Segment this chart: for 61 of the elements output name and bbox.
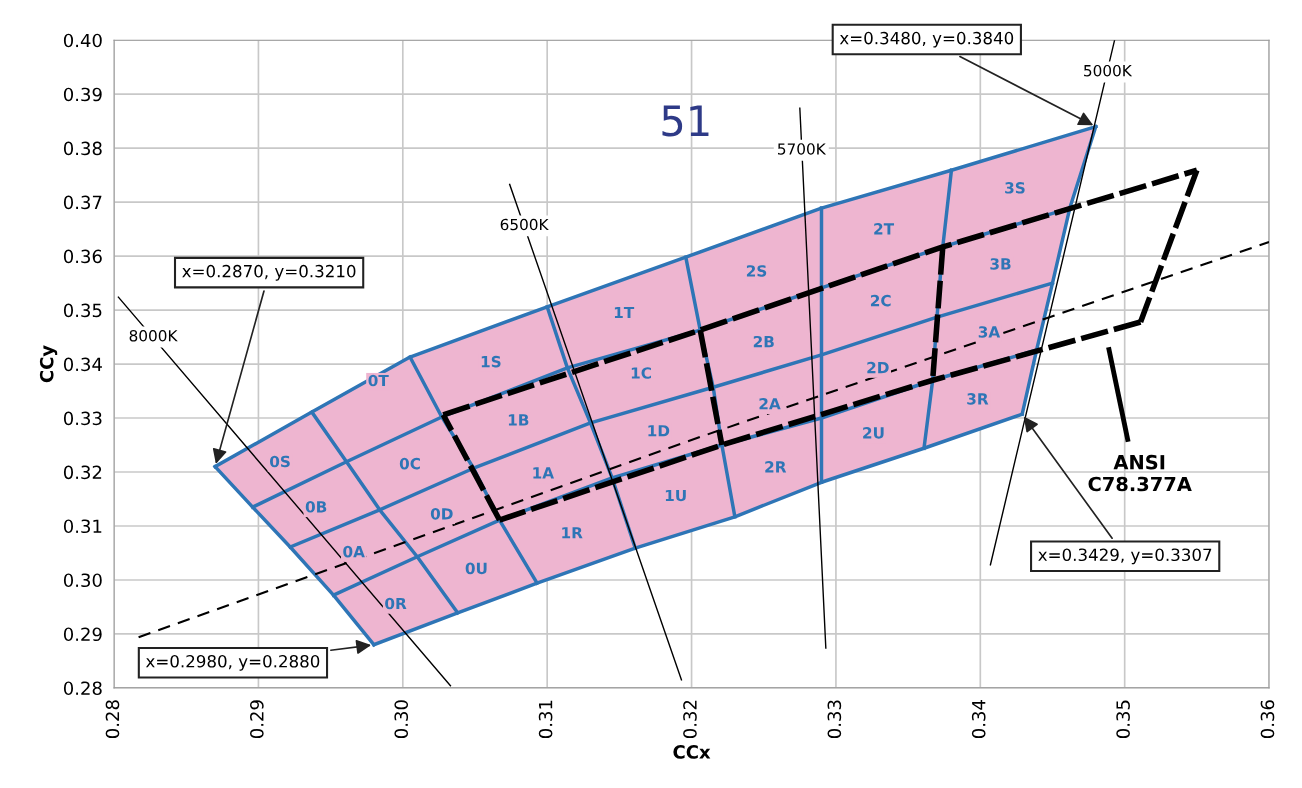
annotation: 0S bbox=[270, 455, 290, 468]
annotation: 2R bbox=[765, 461, 787, 473]
annotation: 1C bbox=[631, 367, 651, 379]
annotation: 3R bbox=[967, 393, 989, 405]
x-tick-label: 0.31 bbox=[538, 700, 553, 739]
y-tick-label: 0.34 bbox=[63, 357, 102, 372]
y-tick-label: 0.36 bbox=[63, 249, 102, 264]
x-tick-label: 0.32 bbox=[683, 700, 697, 739]
annotation: 3B bbox=[990, 258, 1011, 270]
x-tick-label: 0.29 bbox=[250, 700, 264, 739]
annotation: 2S bbox=[746, 265, 767, 277]
y-tick-label: 0.40 bbox=[63, 33, 102, 48]
annotation: 51 bbox=[662, 105, 709, 137]
x-tick-label: 0.33 bbox=[827, 700, 842, 739]
annotation: x=0.2980, y=0.2880 bbox=[145, 654, 320, 671]
annotation: 0D bbox=[430, 508, 453, 520]
annotation: 5000K bbox=[1084, 64, 1133, 77]
x-tick-label: 0.36 bbox=[1260, 700, 1275, 739]
x-tick-label: 0.34 bbox=[971, 700, 986, 739]
annotation: 0C bbox=[399, 457, 420, 470]
annotation: 5700K bbox=[778, 143, 827, 155]
y-tick-label: 0.39 bbox=[63, 87, 102, 102]
x-tick-label: 0.35 bbox=[1116, 700, 1130, 739]
annotation: ANSI C78.377A bbox=[1088, 454, 1192, 492]
y-tick-label: 0.37 bbox=[63, 195, 102, 210]
annotation: 1D bbox=[648, 425, 670, 437]
annotation: 0T bbox=[368, 374, 389, 387]
x-tick-label: 0.30 bbox=[394, 700, 409, 739]
annotation: 2A bbox=[759, 397, 781, 410]
annotation: x=0.3480, y=0.3840 bbox=[839, 31, 1014, 48]
annotation: 1T bbox=[614, 306, 635, 319]
y-tick-label: 0.33 bbox=[63, 411, 102, 426]
annotation: 2T bbox=[874, 223, 895, 235]
annotation: 2B bbox=[753, 335, 774, 348]
annotation: 1U bbox=[665, 489, 686, 502]
y-tick-label: 0.31 bbox=[63, 519, 102, 534]
annotation: 0A bbox=[343, 545, 365, 558]
y-axis-title: CCy bbox=[39, 345, 58, 383]
y-tick-label: 0.35 bbox=[63, 303, 102, 318]
annotation: 6500K bbox=[500, 218, 549, 231]
annotation: 0U bbox=[465, 562, 487, 575]
annotation: 2C bbox=[870, 294, 891, 307]
annotation: 0R bbox=[385, 597, 407, 610]
annotation: 1R bbox=[562, 527, 583, 539]
y-tick-label: 0.32 bbox=[63, 465, 102, 480]
annotation: x=0.3429, y=0.3307 bbox=[1038, 548, 1212, 565]
annotation: 2U bbox=[863, 427, 884, 439]
annotation: 2D bbox=[867, 361, 889, 374]
y-tick-label: 0.28 bbox=[63, 681, 102, 696]
annotation: 3S bbox=[1005, 182, 1025, 194]
annotation: 1A bbox=[533, 467, 554, 479]
y-tick-label: 0.29 bbox=[63, 627, 102, 642]
y-tick-label: 0.38 bbox=[63, 141, 102, 156]
annotation: 0B bbox=[305, 501, 327, 513]
x-axis-title: CCx bbox=[673, 745, 711, 759]
annotation: 1S bbox=[481, 355, 501, 368]
annotation: 8000K bbox=[129, 329, 178, 342]
annotation: 3A bbox=[978, 326, 1001, 338]
annotation: x=0.2870, y=0.3210 bbox=[182, 264, 356, 281]
annotation: 1B bbox=[508, 414, 529, 426]
y-tick-label: 0.30 bbox=[63, 573, 102, 588]
